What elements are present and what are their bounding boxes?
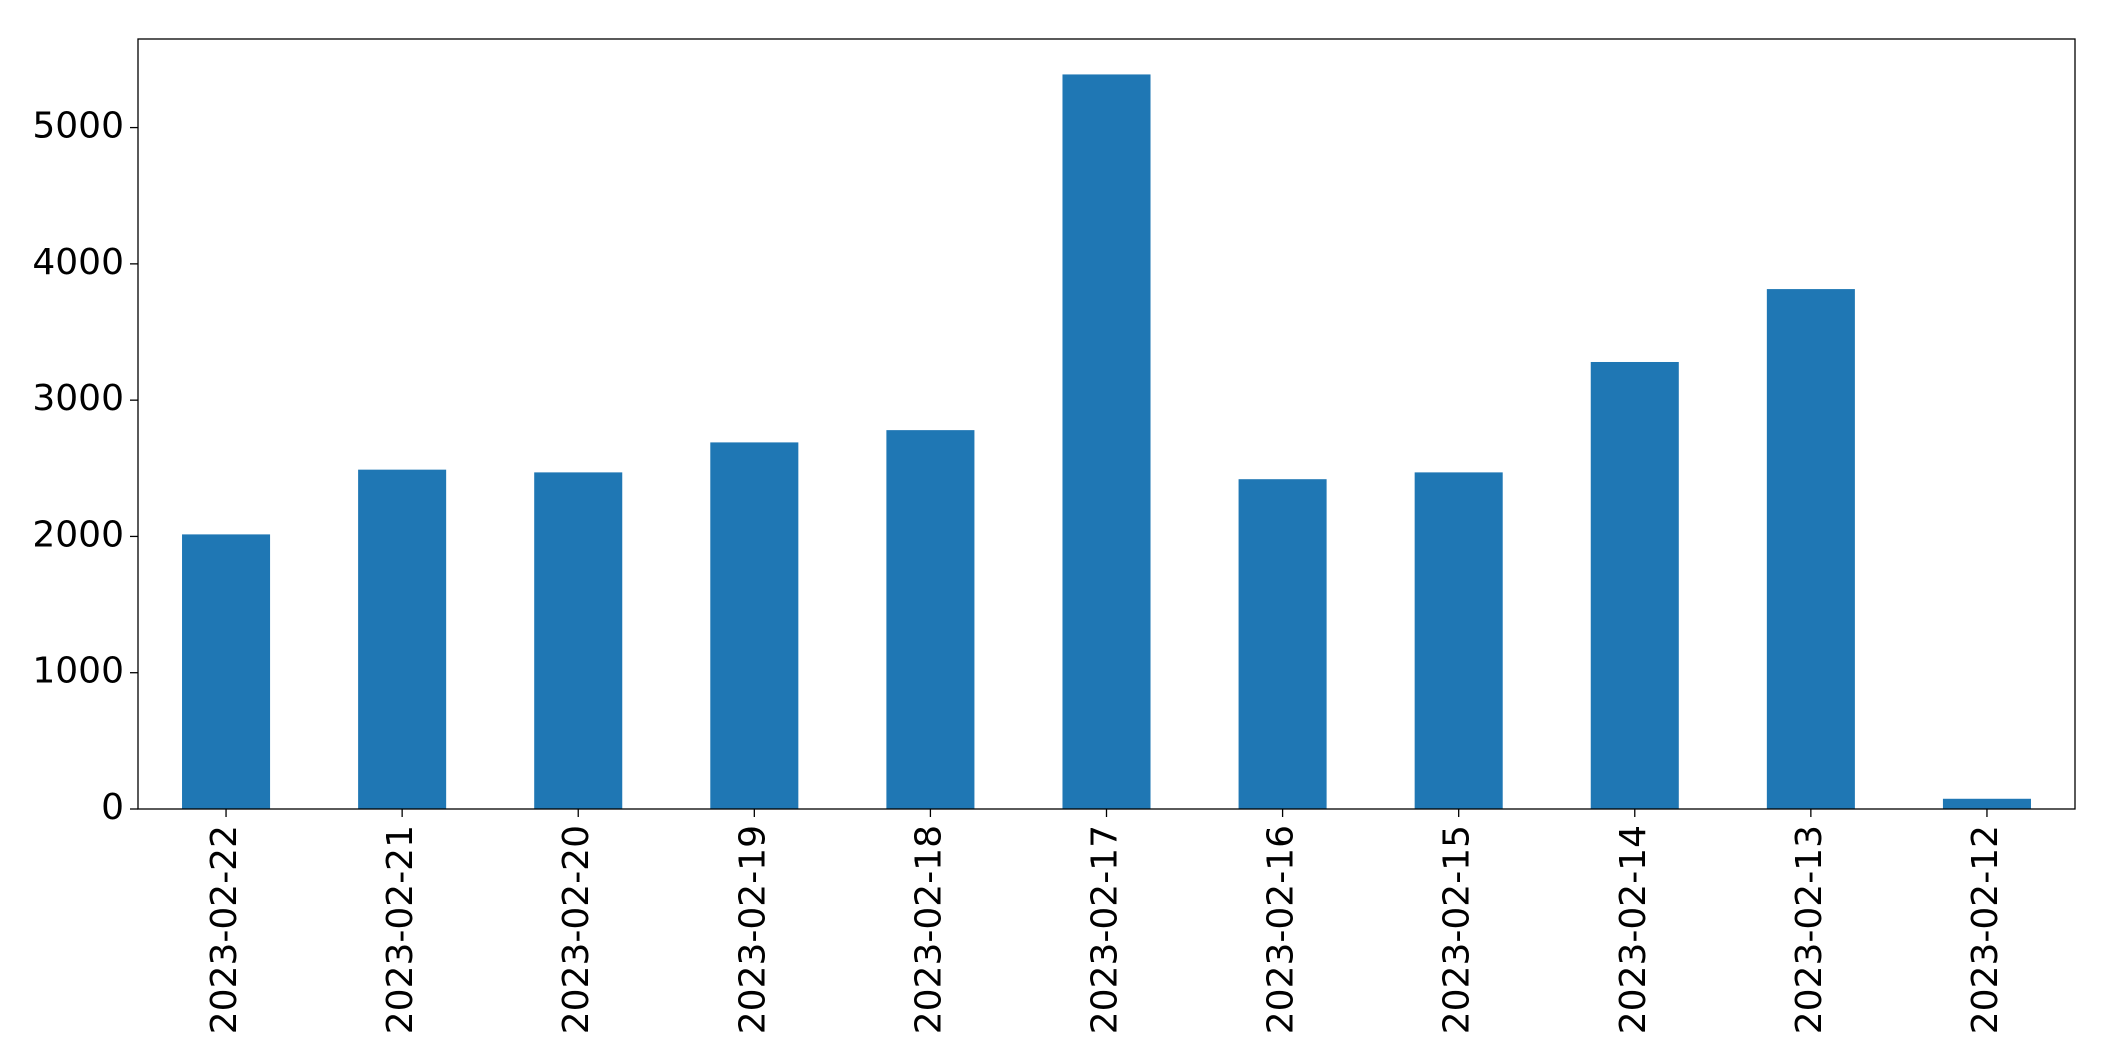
x-tick-label: 2023-02-12 [1965,825,2006,1034]
bar [1062,74,1151,809]
x-tick-label: 2023-02-20 [556,825,597,1034]
y-tick-label: 2000 [32,514,124,555]
x-tick-label: 2023-02-14 [1613,825,1654,1034]
x-tick-label: 2023-02-15 [1437,825,1478,1034]
x-tick-label: 2023-02-16 [1261,825,1302,1034]
y-tick-label: 0 [101,787,124,828]
x-tick-label: 2023-02-19 [732,825,773,1034]
bar [1414,472,1503,809]
bar [1766,289,1855,809]
bar [534,472,623,809]
bar [1238,479,1327,809]
bar [886,430,975,809]
y-tick-label: 4000 [32,242,124,283]
bar [358,469,447,809]
x-tick-label: 2023-02-21 [380,825,421,1034]
plot-frame [137,38,2076,810]
x-tick-label: 2023-02-22 [204,825,245,1034]
bar [1942,798,2031,809]
x-tick-label: 2023-02-13 [1789,825,1830,1034]
y-tick-label: 5000 [32,106,124,147]
bar [1590,361,1679,809]
x-tick-label: 2023-02-17 [1085,825,1126,1034]
bar [182,534,271,809]
y-tick-label: 3000 [32,378,124,419]
y-tick-label: 1000 [32,651,124,692]
bar [710,442,799,809]
x-tick-label: 2023-02-18 [908,825,949,1034]
